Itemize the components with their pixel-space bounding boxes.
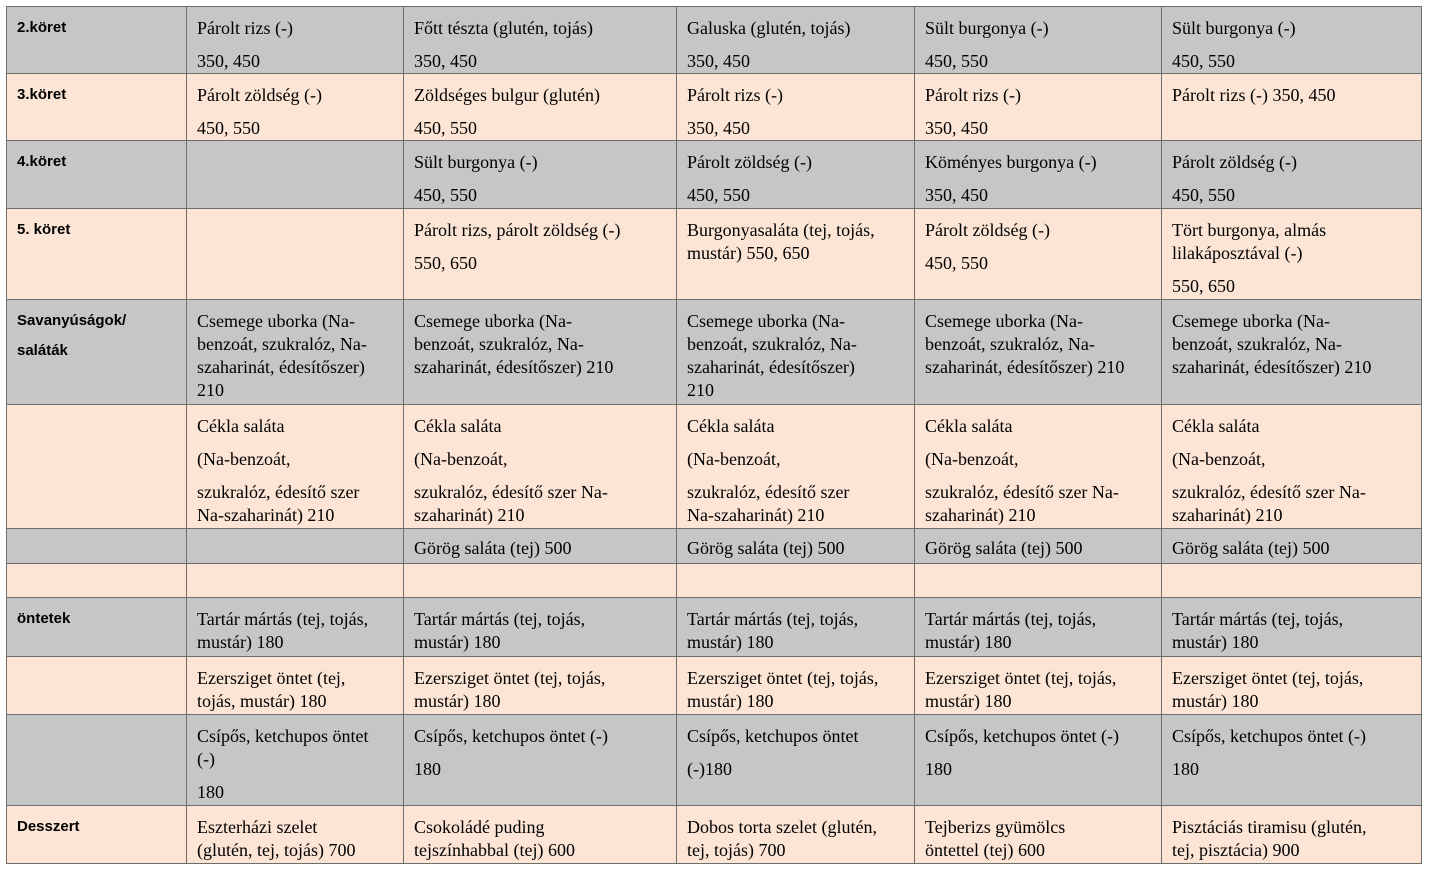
menu-cell: Sült burgonya (-) 450, 550 (914, 6, 1162, 74)
menu-cell: Görög saláta (tej) 500 (914, 528, 1162, 564)
menu-cell: Ezersziget öntet (tej, tojás, mustár) 180 (914, 656, 1162, 715)
row-label (6, 563, 187, 598)
menu-cell: Galuska (glutén, tojás) 350, 450 (676, 6, 915, 74)
menu-cell-empty (1161, 563, 1422, 598)
menu-cell: Sült burgonya (-) 450, 550 (1161, 6, 1422, 74)
menu-cell: Tartár mártás (tej, tojás, mustár) 180 (1161, 597, 1422, 657)
row-label: Desszert (6, 805, 187, 864)
table-row: 5. köret Párolt rizs, párolt zöldség (-)… (6, 208, 1422, 300)
table-row (6, 563, 1422, 598)
row-label: 2.köret (6, 6, 187, 74)
table-row: Desszert Eszterházi szelet (glutén, tej, … (6, 805, 1422, 864)
menu-cell: Párolt rizs (-) 350, 450 (186, 6, 404, 74)
menu-cell: Ezersziget öntet (tej, tojás, mustár) 180 (676, 656, 915, 715)
menu-cell: Dobos torta szelet (glutén, tej, tojás) 7… (676, 805, 915, 864)
row-label (6, 528, 187, 564)
table-row: 2.köret Párolt rizs (-) 350, 450 Főtt tés… (6, 6, 1422, 74)
menu-cell: Csemege uborka (Na-benzoát, szukralóz, N… (1161, 299, 1422, 405)
table-row: 4.köret Sült burgonya (-) 450, 550 Párolt… (6, 140, 1422, 209)
row-label: Savanyúságok/saláták (6, 299, 187, 405)
menu-cell: Tört burgonya, almás lilakáposztával (-) 5… (1161, 208, 1422, 300)
menu-cell: Csemege uborka (Na-benzoát, szukralóz, N… (186, 299, 404, 405)
table-row: Savanyúságok/saláták Csemege uborka (Na-… (6, 299, 1422, 405)
menu-cell: Csemege uborka (Na-benzoát, szukralóz, N… (676, 299, 915, 405)
menu-cell: Párolt zöldség (-) 450, 550 (676, 140, 915, 209)
menu-cell: Párolt zöldség (-) 450, 550 (1161, 140, 1422, 209)
menu-cell: Csípős, ketchupos öntet (-) 180 (403, 714, 677, 806)
menu-cell: Párolt rizs (-) 350, 450 (676, 73, 915, 141)
menu-cell-empty (914, 563, 1162, 598)
row-label: 4.köret (6, 140, 187, 209)
menu-cell-empty (186, 563, 404, 598)
menu-cell: Csemege uborka (Na-benzoát, szukralóz, N… (914, 299, 1162, 405)
menu-cell: Párolt rizs (-) 350, 450 (914, 73, 1162, 141)
menu-cell: Cékla saláta (Na-benzoát, szukralóz, édesí… (1161, 404, 1422, 529)
menu-cell-empty (676, 563, 915, 598)
menu-cell: Csokoládé puding tejszínhabbal (tej) 600 (403, 805, 677, 864)
menu-cell: Zöldséges bulgur (glutén) 450, 550 (403, 73, 677, 141)
menu-cell: Ezersziget öntet (tej, tojás, mustár) 180 (403, 656, 677, 715)
menu-table: 2.köret Párolt rizs (-) 350, 450 Főtt tés… (6, 6, 1422, 864)
menu-cell: Köményes burgonya (-) 350, 450 (914, 140, 1162, 209)
menu-cell: Tartár mártás (tej, tojás, mustár) 180 (186, 597, 404, 657)
menu-cell: Pisztáciás tiramisu (glutén, tej, pisztác… (1161, 805, 1422, 864)
menu-cell: Cékla saláta (Na-benzoát, szukralóz, édesí… (914, 404, 1162, 529)
row-label: 3.köret (6, 73, 187, 141)
menu-cell: Párolt rizs, párolt zöldség (-) 550, 650 (403, 208, 677, 300)
row-label: 5. köret (6, 208, 187, 300)
menu-cell: Cékla saláta (Na-benzoát, szukralóz, édesí… (403, 404, 677, 529)
menu-cell: Sült burgonya (-) 450, 550 (403, 140, 677, 209)
menu-cell: Eszterházi szelet (glutén, tej, tojás) 70… (186, 805, 404, 864)
row-label (6, 714, 187, 806)
menu-cell: Tartár mártás (tej, tojás, mustár) 180 (676, 597, 915, 657)
table-row: 3.köret Párolt zöldség (-) 450, 550 Zölds… (6, 73, 1422, 141)
menu-cell: Csípős, ketchupos öntet(-)180 (186, 714, 404, 806)
table-row: Görög saláta (tej) 500 Görög saláta (tej… (6, 528, 1422, 564)
table-row: öntetek Tartár mártás (tej, tojás, mustár… (6, 597, 1422, 657)
menu-cell: Főtt tészta (glutén, tojás) 350, 450 (403, 6, 677, 74)
menu-cell: Görög saláta (tej) 500 (403, 528, 677, 564)
menu-cell: Görög saláta (tej) 500 (676, 528, 915, 564)
menu-cell: Párolt zöldség (-) 450, 550 (186, 73, 404, 141)
menu-cell: Tartár mártás (tej, tojás, mustár) 180 (403, 597, 677, 657)
menu-cell: Párolt rizs (-) 350, 450 (1161, 73, 1422, 141)
menu-cell-empty (186, 140, 404, 209)
table-row: Ezersziget öntet (tej, tojás, mustár) 180… (6, 656, 1422, 715)
menu-cell-empty (403, 563, 677, 598)
menu-cell-empty (186, 528, 404, 564)
menu-cell: Cékla saláta (Na-benzoát, szukralóz, édesí… (676, 404, 915, 529)
row-label: öntetek (6, 597, 187, 657)
menu-cell-empty (186, 208, 404, 300)
table-row: Csípős, ketchupos öntet (-) 180 Csípős, ke… (6, 714, 1422, 806)
menu-cell: Tejberizs gyümölcs öntettel (tej) 600 (914, 805, 1162, 864)
menu-cell: Csípős, ketchupos öntet (-) 180 (914, 714, 1162, 806)
menu-cell: Ezersziget öntet (tej, tojás, mustár) 180 (186, 656, 404, 715)
menu-cell: Ezersziget öntet (tej, tojás, mustár) 180 (1161, 656, 1422, 715)
table-row: Cékla saláta (Na-benzoát, szukralóz, édesí… (6, 404, 1422, 529)
menu-cell: Párolt zöldség (-) 450, 550 (914, 208, 1162, 300)
menu-cell: Cékla saláta (Na-benzoát, szukralóz, édesí… (186, 404, 404, 529)
menu-cell: Csemege uborka (Na-benzoát, szukralóz, N… (403, 299, 677, 405)
menu-cell: Csípős, ketchupos öntet(-)180 (676, 714, 915, 806)
row-label (6, 404, 187, 529)
menu-cell: Burgonyasaláta (tej, tojás, mustár) 550, … (676, 208, 915, 300)
menu-cell: Görög saláta (tej) 500 (1161, 528, 1422, 564)
row-label (6, 656, 187, 715)
menu-cell: Tartár mártás (tej, tojás, mustár) 180 (914, 597, 1162, 657)
menu-cell: Csípős, ketchupos öntet (-) 180 (1161, 714, 1422, 806)
